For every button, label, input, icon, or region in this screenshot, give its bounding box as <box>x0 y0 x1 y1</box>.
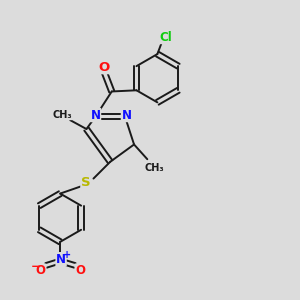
Text: N: N <box>122 109 131 122</box>
Text: O: O <box>75 264 85 277</box>
Text: S: S <box>81 176 91 189</box>
Text: O: O <box>99 61 110 74</box>
Text: N: N <box>91 109 100 122</box>
Text: Cl: Cl <box>159 31 172 44</box>
Text: −: − <box>31 260 41 272</box>
Text: CH₃: CH₃ <box>144 163 164 173</box>
Text: N: N <box>56 253 66 266</box>
Text: O: O <box>36 264 46 277</box>
Text: +: + <box>63 250 71 260</box>
Text: CH₃: CH₃ <box>52 110 72 120</box>
